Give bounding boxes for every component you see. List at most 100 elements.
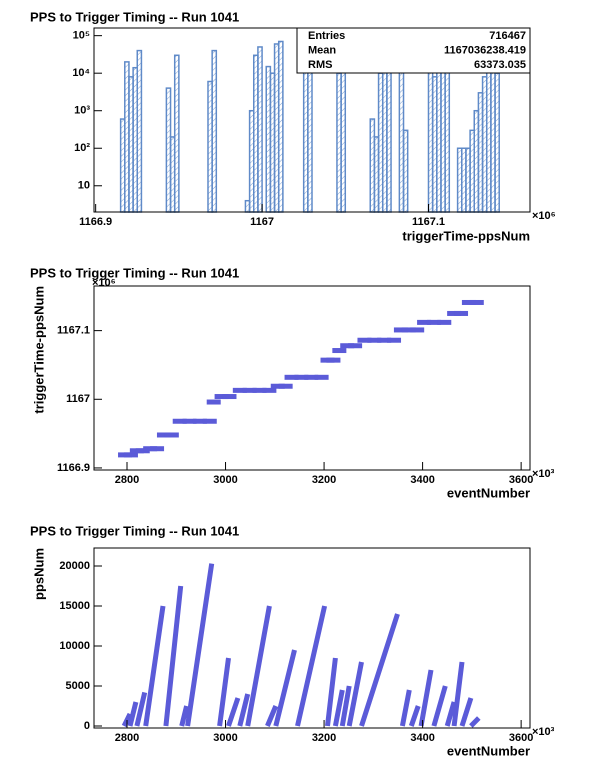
scatter-point [304, 374, 319, 380]
histogram-bar [136, 49, 143, 213]
scatter-point [401, 327, 416, 333]
scatter-point [461, 299, 476, 305]
y-tick-label: 10² [74, 142, 90, 154]
scatter-point [123, 452, 138, 458]
y-tick-label: 15000 [59, 600, 90, 612]
scatter-point [357, 337, 372, 343]
histogram-bar [277, 40, 284, 213]
stats-box [296, 27, 531, 74]
plot-area [121, 563, 481, 728]
stats-value: 716467 [489, 30, 526, 42]
scatter-point [348, 343, 363, 349]
x-tick-label: 1167 [250, 216, 274, 228]
y-tick-label: 1167.1 [57, 325, 90, 337]
y-axis-label: ppsNum [31, 548, 46, 600]
scatter-point [270, 383, 285, 389]
stats-label: RMS [308, 59, 332, 71]
scatter-point [214, 394, 229, 400]
scatter-point [164, 432, 179, 438]
scatter-point [417, 319, 432, 325]
scatter-point [156, 432, 171, 438]
histogram-bar [444, 49, 451, 213]
plot-frame [93, 547, 531, 729]
scatter-point [410, 327, 425, 333]
x-tick-label: 1167.1 [412, 216, 445, 228]
scatter-point [150, 446, 165, 452]
x-multiplier: ×10³ [532, 726, 555, 738]
scatter-point [454, 310, 469, 316]
plot-area [118, 299, 484, 458]
x-tick-label: 3400 [410, 474, 434, 486]
histogram-bar [211, 49, 218, 213]
stats-label: Mean [308, 44, 336, 56]
scatter-point [326, 357, 341, 363]
scatter-point [232, 387, 247, 393]
histogram-bar [340, 49, 347, 213]
x-tick-label: 2800 [115, 732, 139, 744]
scatter-point [192, 418, 207, 424]
plot-frame [93, 285, 531, 471]
y-tick-label: 20000 [59, 560, 90, 572]
chart-title: PPS to Trigger Timing -- Run 1041 [30, 523, 239, 538]
x-tick-label: 3200 [312, 474, 336, 486]
y-tick-label: 10³ [74, 105, 90, 117]
data-line [121, 563, 481, 728]
y-tick-label: 10 [78, 180, 90, 192]
y-tick-label: 10000 [59, 640, 90, 652]
scatter-point [242, 387, 257, 393]
scatter-point [135, 448, 150, 454]
scatter-point [182, 418, 197, 424]
y-tick-label: 1167 [66, 393, 90, 405]
x-tick-label: 3600 [509, 732, 533, 744]
x-tick-label: 1166.9 [79, 216, 112, 228]
stats-label: Entries [308, 30, 345, 42]
stats-value: 63373.035 [474, 59, 526, 71]
histogram-bar [494, 72, 500, 213]
scatter-point [294, 374, 309, 380]
scatter-point [393, 327, 408, 333]
y-tick-label: 0 [84, 720, 90, 732]
scatter-point [284, 374, 299, 380]
y-axis-label: triggerTime-ppsNum [31, 286, 46, 414]
scatter-point [278, 383, 293, 389]
histogram-bar [173, 54, 180, 213]
scatter-point [377, 337, 392, 343]
y-tick-label: 5000 [66, 680, 90, 692]
x-multiplier: ×10⁶ [532, 210, 556, 222]
y-tick-label: 1166.9 [57, 462, 90, 474]
y-tick-label: 10⁴ [72, 67, 90, 79]
histogram-bar [257, 46, 263, 213]
x-tick-label: 3400 [410, 732, 434, 744]
scatter-point [206, 399, 221, 405]
scatter-point [252, 387, 267, 393]
x-tick-label: 3000 [213, 732, 237, 744]
y-multiplier: ×10⁶ [92, 277, 116, 289]
scatter-point [332, 348, 347, 354]
scatter-point [202, 418, 217, 424]
stats-value: 1167036238.419 [444, 44, 526, 56]
y-tick-label: 10⁵ [73, 30, 90, 42]
scatter-point [262, 387, 277, 393]
x-axis-label: eventNumber [447, 743, 530, 758]
x-axis-label: eventNumber [447, 485, 530, 500]
plot-area [119, 38, 500, 213]
chart-title: PPS to Trigger Timing -- Run 1041 [30, 265, 239, 280]
scatter-point [437, 319, 452, 325]
chart-title: PPS to Trigger Timing -- Run 1041 [30, 9, 239, 24]
scatter-point [367, 337, 382, 343]
x-tick-label: 3000 [213, 474, 237, 486]
x-axis-label: triggerTime-ppsNum [402, 228, 530, 243]
scatter-point [387, 337, 402, 343]
x-tick-label: 2800 [115, 474, 139, 486]
scatter-point [469, 299, 484, 305]
scatter-point [340, 343, 355, 349]
histogram-bar [402, 129, 409, 213]
scatter-point [172, 418, 187, 424]
scatter-point [314, 374, 329, 380]
scatter-point [426, 319, 441, 325]
x-tick-label: 3600 [509, 474, 533, 486]
histogram-bar [386, 54, 392, 213]
x-tick-label: 3200 [312, 732, 336, 744]
scatter-point [222, 394, 237, 400]
